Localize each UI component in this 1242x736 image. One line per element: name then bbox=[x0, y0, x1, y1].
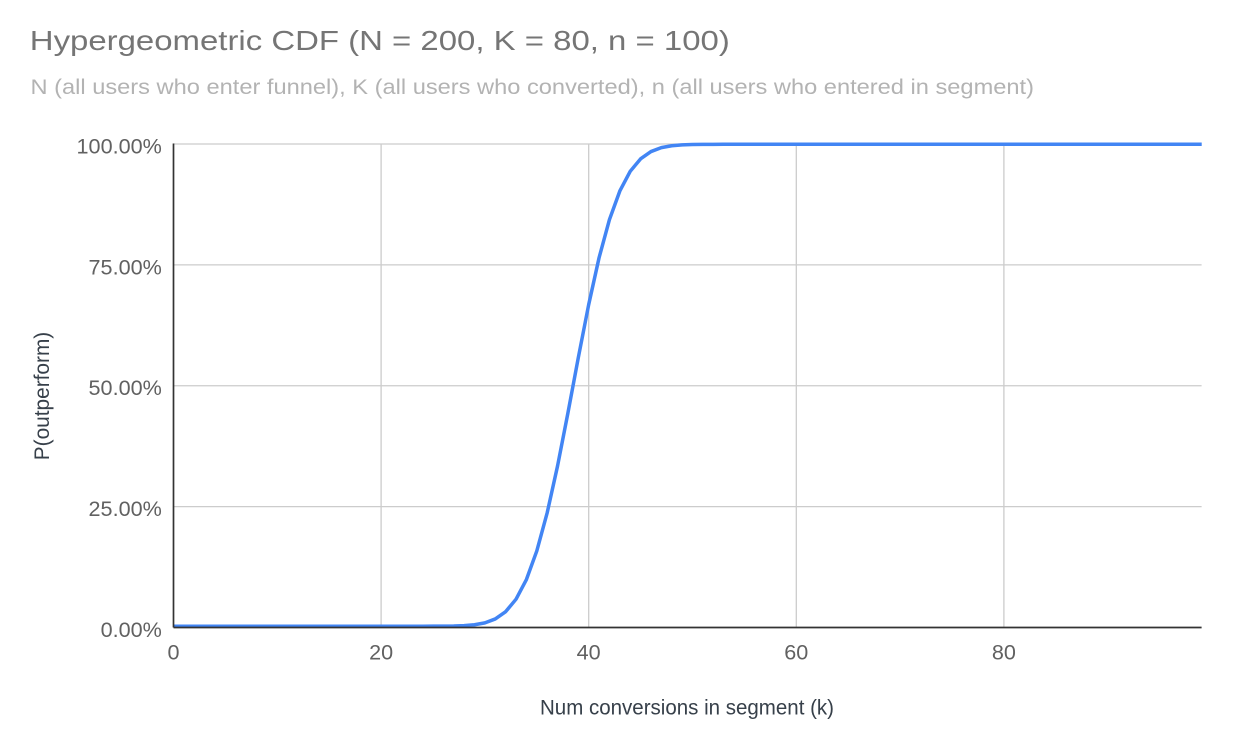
svg-text:Num conversions in segment (k): Num conversions in segment (k) bbox=[540, 694, 834, 719]
svg-text:N (all users who enter funnel): N (all users who enter funnel), K (all u… bbox=[31, 74, 1035, 99]
svg-text:75.00%: 75.00% bbox=[89, 254, 162, 279]
svg-text:40: 40 bbox=[577, 639, 601, 664]
svg-text:0.00%: 0.00% bbox=[101, 617, 162, 642]
svg-text:Hypergeometric CDF (N = 200, K: Hypergeometric CDF (N = 200, K = 80, n =… bbox=[30, 25, 730, 56]
svg-text:50.00%: 50.00% bbox=[89, 375, 162, 400]
svg-text:P(outperform): P(outperform) bbox=[29, 332, 54, 461]
svg-text:20: 20 bbox=[369, 639, 393, 664]
svg-text:80: 80 bbox=[992, 639, 1016, 664]
svg-text:25.00%: 25.00% bbox=[89, 496, 162, 521]
svg-text:60: 60 bbox=[784, 639, 808, 664]
svg-text:100.00%: 100.00% bbox=[77, 133, 162, 158]
svg-text:0: 0 bbox=[167, 639, 179, 664]
